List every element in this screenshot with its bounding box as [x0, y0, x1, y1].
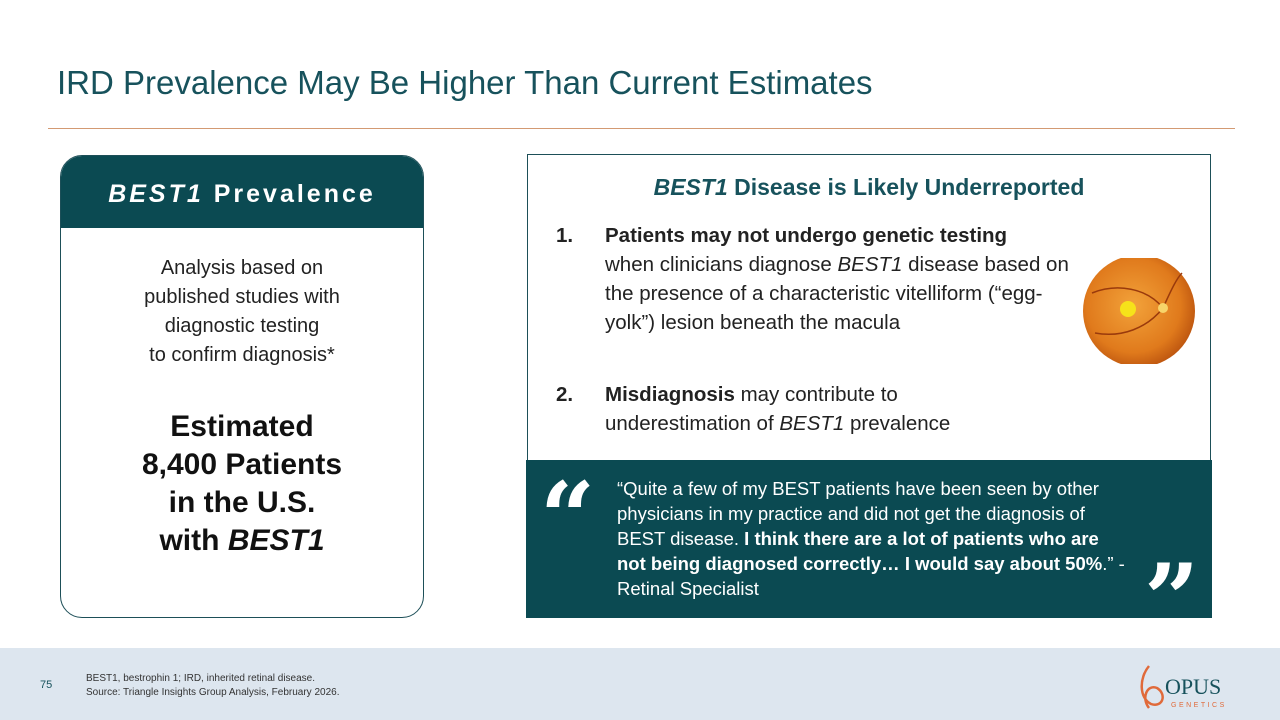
list-item: 1. Patients may not undergo genetic test…: [556, 221, 1076, 337]
body-line: Analysis based on: [160, 257, 324, 279]
footnote: BEST1, bestrophin 1; IRD, inherited reti…: [86, 673, 316, 684]
footnote: Source: Triangle Insights Group Analysis…: [86, 687, 340, 698]
prevalence-card: BEST1 Prevalence Analysis based on publi…: [60, 155, 424, 618]
estimate-text: with: [159, 524, 220, 557]
footnotes: BEST1, bestrophin 1; IRD, inherited reti…: [86, 672, 339, 700]
item-text: Patients may not undergo genetic testing…: [605, 221, 1076, 337]
retina: [1083, 258, 1195, 364]
header-text: Prevalence: [213, 180, 376, 208]
item-text-b: disease based on the presence of a chara…: [605, 253, 1069, 334]
estimate: Estimated 8,400 Patients in the U.S. wit…: [61, 408, 423, 560]
gene: BEST1: [779, 412, 845, 435]
item-text-a: when clinicians diagnose: [605, 253, 832, 276]
body-line: diagnostic testing: [164, 315, 320, 337]
item-text: Misdiagnosis may contribute to underesti…: [605, 380, 1016, 438]
footer: 75 BEST1, bestrophin 1; IRD, inherited r…: [0, 648, 1280, 720]
fundus-image: [1083, 258, 1195, 364]
card-header: BEST1 Prevalence: [61, 156, 423, 228]
vessels: [1091, 272, 1183, 335]
logo-mark: [1140, 665, 1164, 709]
body-line: to confirm diagnosis*: [149, 344, 335, 366]
logo-sub: GENETICS: [1171, 702, 1227, 709]
title-text: Disease is Likely Underreported: [734, 174, 1085, 200]
list-item: 2. Misdiagnosis may contribute to undere…: [556, 380, 1016, 438]
item-text-b: prevalence: [850, 412, 951, 435]
estimate-line: with BEST1: [61, 522, 423, 560]
quote-close: ”: [1144, 543, 1200, 656]
quote-b: .” - Retinal Specialist: [617, 553, 1125, 599]
item-number: 2.: [556, 383, 574, 406]
estimate-line: in the U.S.: [168, 486, 316, 519]
logo: OPUS GENETICS: [1140, 665, 1227, 709]
optic-disc: [1158, 303, 1168, 313]
logo-name: OPUS: [1165, 674, 1221, 699]
item-text-a: may contribute to underestimation of: [605, 383, 898, 435]
quote-open: “: [540, 461, 596, 574]
card-body: Analysis based on published studies with…: [61, 254, 423, 370]
lesion: [1120, 301, 1136, 317]
title-rule: [48, 128, 1235, 129]
estimate-line: 8,400 Patients: [141, 448, 343, 481]
gene: BEST1: [227, 524, 325, 557]
gene: BEST1: [837, 253, 903, 276]
title: IRD Prevalence May Be Higher Than Curren…: [57, 64, 873, 101]
card-title: BEST1 Disease is Likely Underreported: [528, 174, 1210, 201]
body-line: published studies with: [144, 286, 340, 308]
underreported-card: BEST1 Disease is Likely Underreported 1.…: [527, 154, 1211, 461]
gene: BEST1: [653, 174, 728, 200]
page-number: 75: [40, 679, 53, 691]
quote-box: “ “Quite a few of my BEST patients have …: [526, 460, 1212, 648]
quote-bold: I think there are a lot of patients who …: [617, 528, 1103, 574]
gene: BEST1: [108, 180, 204, 208]
item-bold: Patients may not undergo genetic testing: [605, 224, 1008, 247]
quote-a: “Quite a few of my BEST patients have be…: [617, 478, 1099, 549]
quote-text: “Quite a few of my BEST patients have be…: [617, 476, 1127, 601]
estimate-line: Estimated: [170, 410, 314, 443]
item-number: 1.: [556, 224, 574, 247]
item-bold: Misdiagnosis: [605, 383, 735, 406]
